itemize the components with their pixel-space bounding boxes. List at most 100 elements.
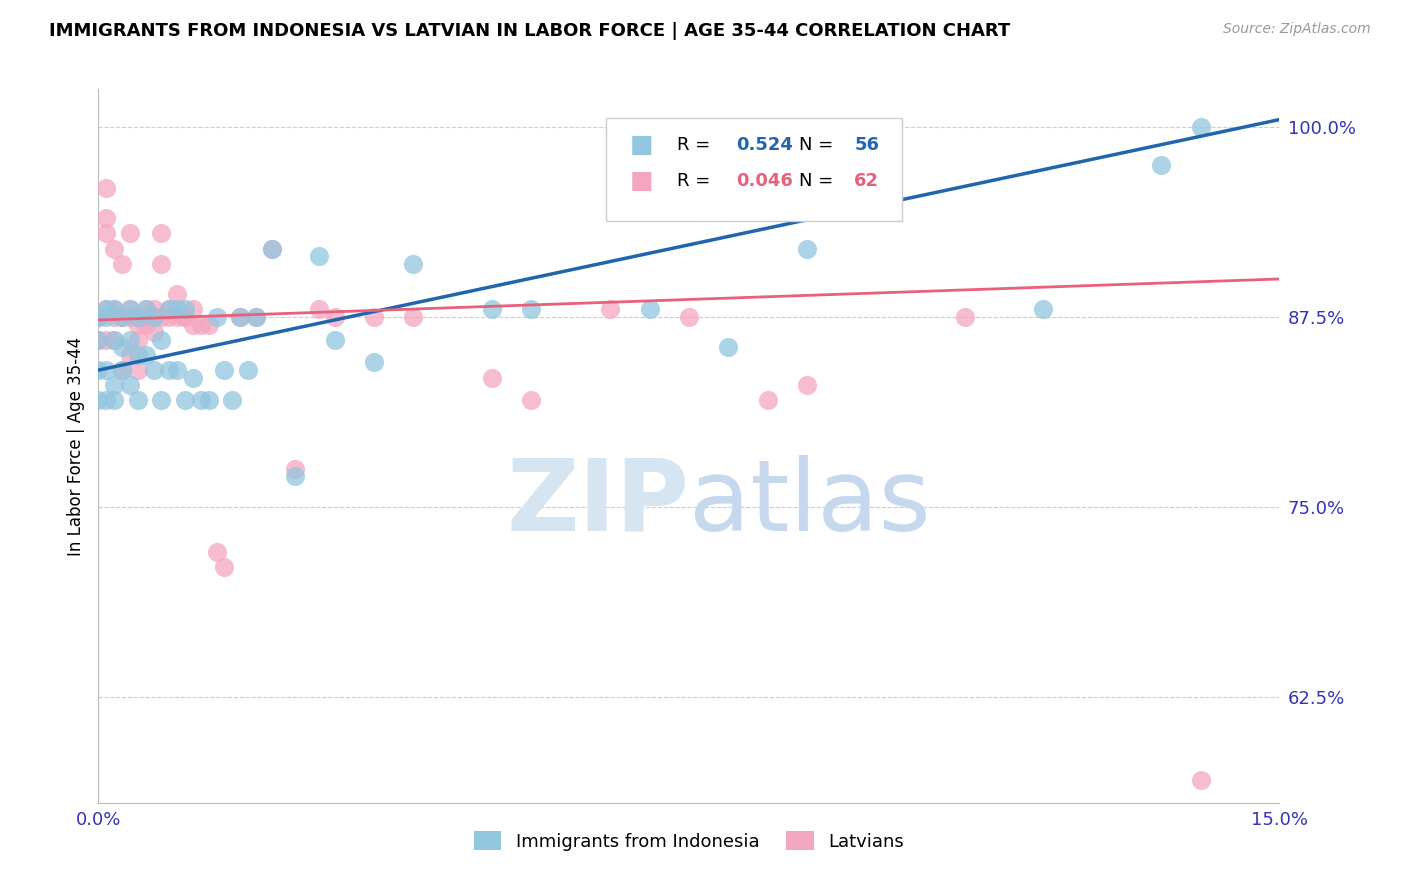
Point (181, 370, 204, 384)
Point (197, 393, 219, 408)
Point (157, 310, 180, 324)
Point (214, 363, 236, 377)
Point (118, 310, 141, 324)
Text: ■: ■ (630, 133, 654, 157)
Point (214, 560, 236, 574)
Point (103, 310, 125, 324)
Point (174, 302, 197, 317)
Text: atlas: atlas (689, 455, 931, 551)
Y-axis label: In Labor Force | Age 35-44: In Labor Force | Age 35-44 (66, 336, 84, 556)
Point (118, 302, 141, 317)
Point (402, 257, 425, 271)
Point (174, 310, 197, 324)
Point (157, 302, 180, 317)
Point (96, 181, 118, 195)
Point (127, 318, 149, 332)
Point (96, 393, 118, 408)
Point (87, 333, 110, 347)
Point (323, 310, 346, 324)
Point (221, 393, 243, 408)
Point (111, 310, 134, 324)
Point (118, 348, 141, 362)
Point (1032, 302, 1054, 317)
Point (638, 302, 661, 317)
Point (103, 333, 125, 347)
Point (87, 310, 110, 324)
Point (150, 310, 173, 324)
Text: ■: ■ (630, 169, 654, 193)
Point (1189, 120, 1212, 135)
Text: 0.524: 0.524 (737, 136, 793, 153)
Point (323, 333, 346, 347)
Point (953, 310, 976, 324)
Point (284, 462, 307, 476)
Point (87, 310, 110, 324)
Point (142, 325, 165, 339)
Text: ZIP: ZIP (506, 455, 689, 551)
Point (135, 348, 157, 362)
Point (96, 227, 118, 241)
Point (118, 333, 141, 347)
Point (127, 363, 149, 377)
Point (166, 363, 188, 377)
Point (363, 355, 385, 369)
Point (135, 310, 157, 324)
Point (717, 340, 740, 354)
Text: 62: 62 (855, 171, 879, 189)
Point (127, 310, 149, 324)
Text: R =: R = (678, 171, 716, 189)
Point (142, 302, 165, 317)
Text: 56: 56 (855, 136, 879, 153)
Point (157, 302, 180, 317)
Point (127, 310, 149, 324)
Point (402, 310, 425, 324)
Point (118, 227, 141, 241)
Point (96, 310, 118, 324)
Point (87, 310, 110, 324)
Point (229, 310, 252, 324)
Point (127, 310, 149, 324)
Point (103, 378, 125, 392)
Point (520, 393, 543, 408)
Point (756, 393, 779, 408)
Text: 0.046: 0.046 (737, 171, 793, 189)
Point (308, 302, 330, 317)
Point (118, 302, 141, 317)
Point (135, 302, 157, 317)
Text: R =: R = (678, 136, 716, 153)
Point (796, 378, 818, 392)
Point (150, 333, 173, 347)
Point (103, 393, 125, 408)
Point (174, 310, 197, 324)
Point (166, 302, 188, 317)
Point (481, 302, 503, 317)
Point (284, 469, 307, 483)
Point (1150, 158, 1173, 172)
Point (197, 318, 219, 332)
Text: N =: N = (799, 136, 839, 153)
Point (96, 211, 118, 226)
Point (111, 310, 134, 324)
Point (96, 302, 118, 317)
Point (118, 378, 141, 392)
Point (127, 348, 149, 362)
Point (111, 363, 134, 377)
Point (150, 393, 173, 408)
Point (245, 310, 267, 324)
Point (142, 310, 165, 324)
Point (260, 242, 283, 256)
Point (205, 310, 228, 324)
Point (205, 545, 228, 559)
Point (135, 302, 157, 317)
Point (96, 333, 118, 347)
Point (796, 242, 818, 256)
Point (245, 310, 267, 324)
Point (308, 249, 330, 263)
Point (260, 242, 283, 256)
Point (127, 333, 149, 347)
Point (150, 257, 173, 271)
Point (111, 340, 134, 354)
Point (103, 333, 125, 347)
Point (96, 302, 118, 317)
Point (87, 333, 110, 347)
